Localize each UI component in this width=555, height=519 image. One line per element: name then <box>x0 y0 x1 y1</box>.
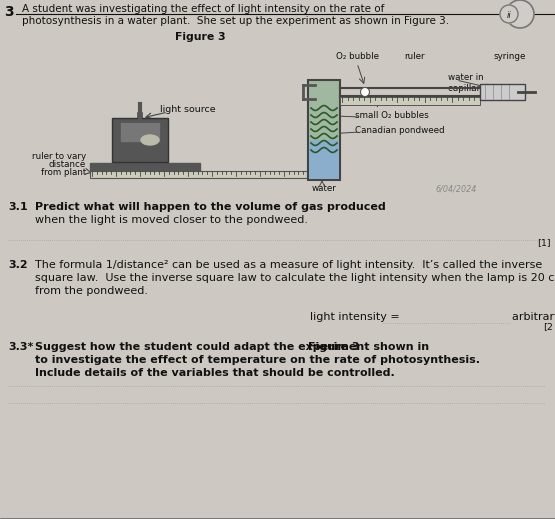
Bar <box>308 80 340 180</box>
Text: 3.1: 3.1 <box>8 202 28 212</box>
Bar <box>90 171 310 178</box>
Text: 3.2: 3.2 <box>8 260 28 270</box>
Text: ruler to vary: ruler to vary <box>32 152 86 161</box>
Text: square law.  Use the inverse square law to calculate the light intensity when th: square law. Use the inverse square law t… <box>35 273 555 283</box>
Text: from plant: from plant <box>41 168 86 177</box>
Circle shape <box>361 88 370 97</box>
Text: ruler: ruler <box>405 52 425 61</box>
Bar <box>120 122 160 142</box>
Text: small O₂ bubbles: small O₂ bubbles <box>355 111 429 120</box>
Circle shape <box>500 5 518 23</box>
Text: The formula 1/distance² can be used as a measure of light intensity.  It’s calle: The formula 1/distance² can be used as a… <box>35 260 542 270</box>
Text: Figure 3: Figure 3 <box>175 32 225 42</box>
Text: from the pondweed.: from the pondweed. <box>35 286 148 296</box>
Text: [2: [2 <box>543 322 553 331</box>
Text: distance: distance <box>49 160 86 169</box>
Text: water: water <box>311 184 336 193</box>
Text: water in: water in <box>448 73 483 82</box>
Text: Predict what will happen to the volume of gas produced: Predict what will happen to the volume o… <box>35 202 386 212</box>
Text: 3.3*: 3.3* <box>8 342 33 352</box>
Text: A student was investigating the effect of light intensity on the rate of: A student was investigating the effect o… <box>22 4 385 14</box>
Text: Canadian pondweed: Canadian pondweed <box>355 126 445 135</box>
Bar <box>340 97 480 105</box>
Circle shape <box>506 0 534 28</box>
Text: 3: 3 <box>4 5 14 19</box>
Text: Include details of the variables that should be controlled.: Include details of the variables that sh… <box>35 368 395 378</box>
Text: Figure 3: Figure 3 <box>308 342 360 352</box>
Text: 6/04/2024: 6/04/2024 <box>435 185 476 194</box>
Text: ii: ii <box>507 10 511 20</box>
Text: when the light is moved closer to the pondweed.: when the light is moved closer to the po… <box>35 215 308 225</box>
Bar <box>90 163 200 171</box>
Bar <box>480 84 525 100</box>
Text: syringe: syringe <box>494 52 526 61</box>
Text: to investigate the effect of temperature on the rate of photosynthesis.: to investigate the effect of temperature… <box>35 355 480 365</box>
Text: light intensity =: light intensity = <box>310 312 400 322</box>
Text: arbitrary unit: arbitrary unit <box>512 312 555 322</box>
Text: O₂ bubble: O₂ bubble <box>336 52 379 61</box>
Bar <box>112 118 168 162</box>
Bar <box>309 140 339 179</box>
Text: clamp: clamp <box>355 98 382 107</box>
Text: Suggest how the student could adapt the experiment shown in: Suggest how the student could adapt the … <box>35 342 433 352</box>
Text: light source: light source <box>160 105 216 114</box>
Text: photosynthesis in a water plant.  She set up the experiment as shown in Figure 3: photosynthesis in a water plant. She set… <box>22 16 449 26</box>
Text: [1]: [1] <box>537 238 551 247</box>
Ellipse shape <box>141 135 159 145</box>
Text: capillary tube: capillary tube <box>448 84 508 93</box>
